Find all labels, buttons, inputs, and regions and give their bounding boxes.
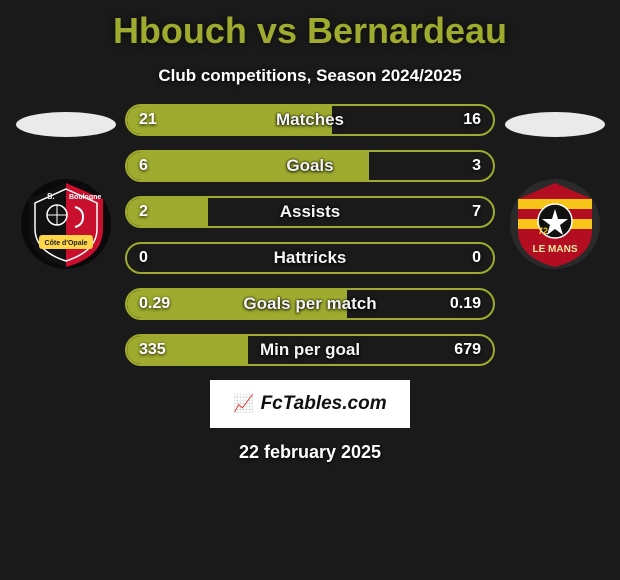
stat-label: Goals	[127, 156, 493, 176]
svg-text:S.: S.	[47, 192, 55, 201]
stat-row-hattricks: 0 Hattricks 0	[125, 242, 495, 274]
date-label: 22 february 2025	[0, 442, 620, 463]
stat-right-value: 0.19	[450, 295, 481, 313]
stat-row-matches: 21 Matches 16	[125, 104, 495, 136]
source-badge[interactable]: 📈 FcTables.com	[210, 380, 410, 428]
boulogne-crest-icon: Côte d'Opale S. Boulogne	[21, 179, 111, 269]
left-team-crest: Côte d'Opale S. Boulogne	[21, 179, 111, 269]
svg-text:Côte d'Opale: Côte d'Opale	[44, 240, 87, 247]
right-side: LE MANS 72	[497, 104, 612, 269]
badge-label: FcTables.com	[261, 393, 387, 415]
page-title: Hbouch vs Bernardeau	[0, 0, 620, 52]
svg-text:72: 72	[538, 226, 548, 236]
stat-right-value: 0	[472, 249, 481, 267]
stat-label: Goals per match	[127, 294, 493, 314]
stat-row-assists: 2 Assists 7	[125, 196, 495, 228]
chart-icon: 📈	[233, 394, 254, 414]
stat-bars: 21 Matches 16 6 Goals 3 2 Assists 7 0 Ha…	[123, 104, 497, 366]
stat-row-goals: 6 Goals 3	[125, 150, 495, 182]
stat-label: Matches	[127, 110, 493, 130]
stat-right-value: 679	[454, 341, 481, 359]
stat-right-value: 16	[463, 111, 481, 129]
stat-label: Hattricks	[127, 248, 493, 268]
left-side: Côte d'Opale S. Boulogne	[8, 104, 123, 269]
subtitle: Club competitions, Season 2024/2025	[0, 66, 620, 86]
right-player-placeholder	[505, 112, 605, 137]
stat-label: Min per goal	[127, 340, 493, 360]
stat-right-value: 7	[472, 203, 481, 221]
stat-label: Assists	[127, 202, 493, 222]
stat-row-min-per-goal: 335 Min per goal 679	[125, 334, 495, 366]
lemans-crest-icon: LE MANS 72	[510, 179, 600, 269]
stat-row-goals-per-match: 0.29 Goals per match 0.19	[125, 288, 495, 320]
stat-right-value: 3	[472, 157, 481, 175]
comparison-panel: Côte d'Opale S. Boulogne 21 Matches 16 6…	[0, 86, 620, 366]
svg-text:Boulogne: Boulogne	[69, 194, 101, 201]
right-team-crest: LE MANS 72	[510, 179, 600, 269]
svg-text:LE MANS: LE MANS	[532, 244, 577, 255]
left-player-placeholder	[16, 112, 116, 137]
